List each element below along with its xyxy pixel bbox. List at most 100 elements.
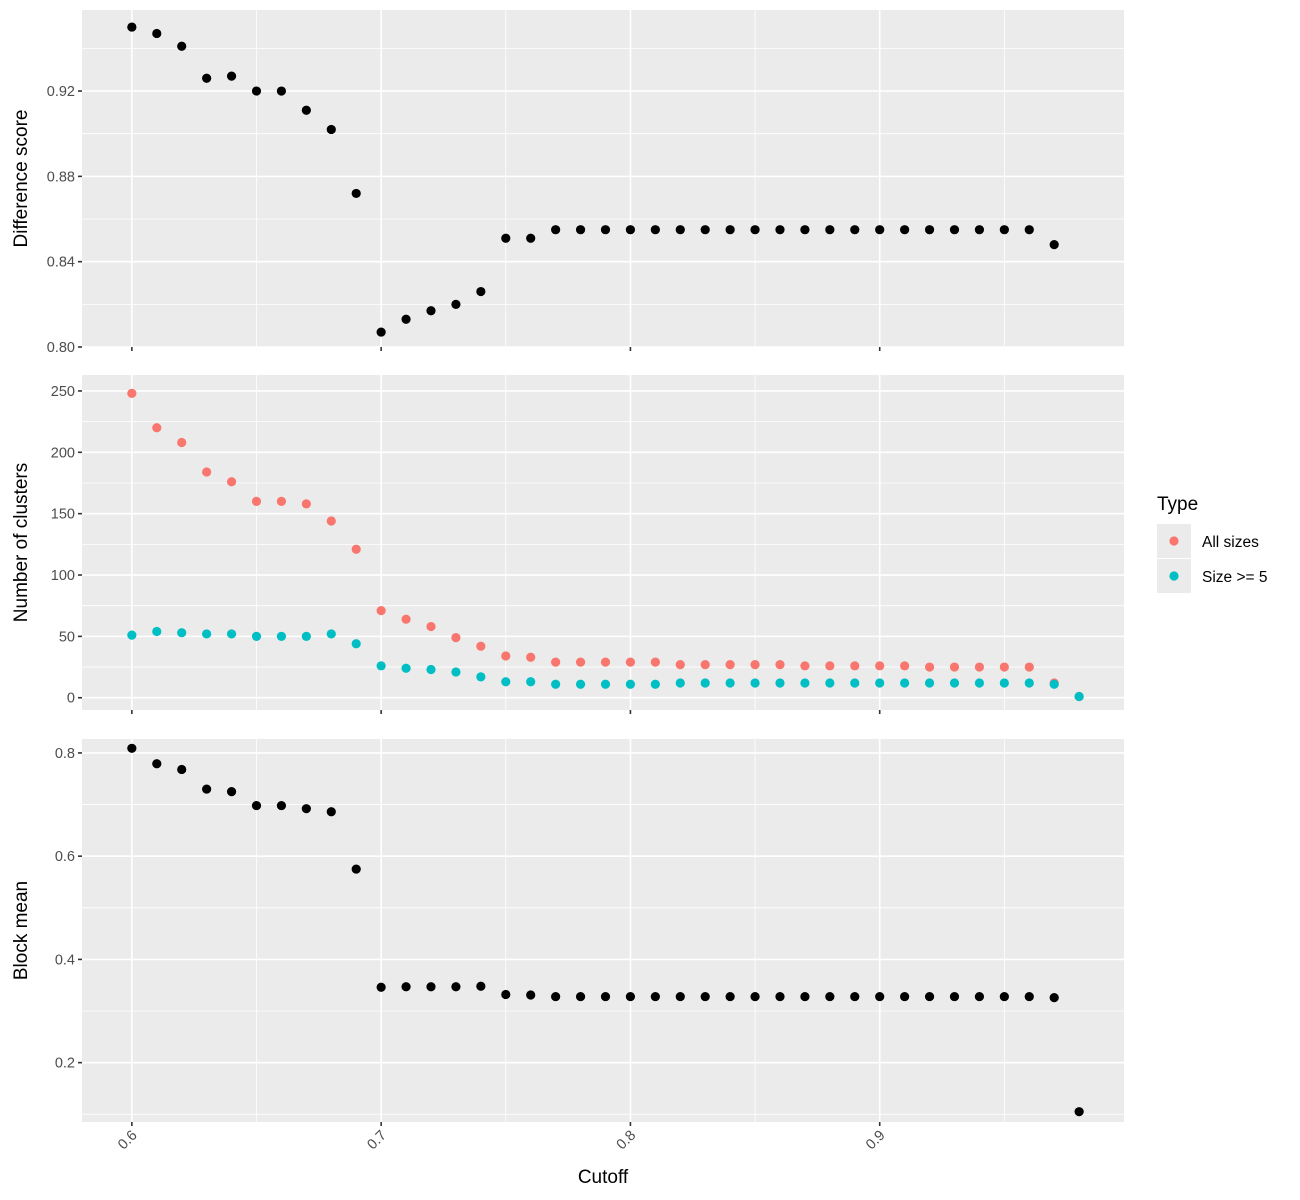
data-point bbox=[900, 661, 910, 671]
data-point bbox=[700, 659, 710, 670]
data-point bbox=[526, 990, 536, 1000]
data-point bbox=[127, 22, 137, 32]
data-point bbox=[650, 657, 660, 667]
data-point bbox=[202, 629, 212, 639]
data-point bbox=[376, 661, 386, 671]
data-point bbox=[725, 678, 735, 688]
data-point bbox=[775, 659, 785, 670]
data-point bbox=[650, 679, 660, 689]
data-point bbox=[600, 657, 611, 667]
data-point bbox=[301, 499, 311, 509]
data-point bbox=[401, 663, 411, 673]
data-point bbox=[226, 787, 237, 797]
data-point bbox=[850, 678, 860, 688]
data-point bbox=[999, 991, 1009, 1002]
legend-title: Type bbox=[1157, 494, 1198, 515]
data-point bbox=[551, 679, 561, 689]
data-point bbox=[326, 124, 336, 135]
data-point bbox=[1024, 991, 1034, 1002]
data-point bbox=[575, 991, 586, 1002]
data-point bbox=[1049, 993, 1059, 1003]
data-point bbox=[1024, 678, 1034, 688]
data-point bbox=[426, 621, 436, 632]
data-point bbox=[551, 991, 561, 1002]
chart-panels: 0.80 0.84 0.88 0.92 Difference score 0 50 100 15… bbox=[11, 10, 1124, 1153]
data-point bbox=[825, 991, 835, 1002]
data-point bbox=[351, 188, 361, 199]
x-tick-label: 0.8 bbox=[614, 1128, 640, 1154]
panel-block-mean: 0.2 0.4 0.6 0.8 0.6 0.7 0.8 0.9 Block mean bbox=[11, 739, 1124, 1153]
data-point bbox=[875, 991, 885, 1002]
data-point bbox=[800, 225, 810, 235]
data-point bbox=[999, 662, 1009, 672]
data-point bbox=[1049, 240, 1059, 250]
data-point bbox=[526, 677, 536, 687]
data-point bbox=[949, 991, 960, 1002]
data-point bbox=[351, 864, 361, 874]
data-point bbox=[152, 626, 162, 637]
data-point bbox=[700, 225, 710, 235]
y-tick-label: 200 bbox=[51, 445, 75, 461]
data-point bbox=[177, 628, 187, 638]
data-point bbox=[974, 991, 985, 1002]
data-point bbox=[177, 764, 187, 775]
data-point bbox=[202, 73, 212, 83]
x-tick-label: 0.7 bbox=[364, 1128, 390, 1154]
data-point bbox=[526, 652, 536, 662]
data-point bbox=[276, 631, 287, 641]
data-point bbox=[1049, 679, 1059, 689]
data-point bbox=[451, 299, 461, 309]
data-point bbox=[900, 678, 910, 688]
data-point bbox=[476, 672, 486, 682]
data-point bbox=[401, 982, 411, 992]
data-point bbox=[501, 233, 511, 243]
data-point bbox=[401, 314, 411, 324]
series-series bbox=[127, 22, 1059, 337]
data-point bbox=[351, 639, 361, 649]
data-point bbox=[202, 467, 212, 477]
data-point bbox=[825, 661, 835, 671]
data-point bbox=[551, 225, 561, 235]
y-axis-title-number-of-clusters: Number of clusters bbox=[11, 463, 32, 622]
data-point bbox=[326, 629, 336, 639]
data-point bbox=[875, 678, 885, 688]
data-point bbox=[900, 991, 910, 1002]
data-point bbox=[476, 286, 486, 297]
data-point bbox=[451, 667, 461, 677]
series-all-sizes bbox=[127, 388, 1084, 702]
y-tick-label: 0.80 bbox=[47, 340, 75, 356]
data-point bbox=[127, 388, 137, 399]
data-point bbox=[999, 225, 1009, 235]
y-tick-label: 0.92 bbox=[47, 84, 75, 100]
data-point bbox=[725, 225, 735, 235]
data-point bbox=[600, 225, 611, 235]
data-point bbox=[1024, 662, 1034, 672]
data-point bbox=[625, 991, 636, 1002]
data-point bbox=[650, 225, 660, 235]
data-point bbox=[251, 631, 262, 641]
data-point bbox=[301, 804, 311, 814]
data-point bbox=[127, 630, 137, 640]
data-point bbox=[575, 225, 586, 235]
legend-marker-size-ge-5 bbox=[1169, 571, 1179, 581]
y-tick-label: 0.4 bbox=[55, 952, 75, 968]
data-point bbox=[376, 982, 386, 992]
data-point bbox=[376, 327, 386, 337]
data-point bbox=[949, 662, 960, 672]
data-point bbox=[177, 437, 187, 448]
data-point bbox=[476, 641, 486, 651]
data-point bbox=[725, 659, 735, 670]
data-point bbox=[202, 784, 212, 794]
data-point bbox=[700, 678, 710, 688]
data-point bbox=[650, 991, 660, 1002]
data-point bbox=[276, 86, 287, 96]
data-point bbox=[875, 661, 885, 671]
data-point bbox=[750, 991, 760, 1002]
x-tick-label: 0.9 bbox=[863, 1128, 889, 1154]
data-point bbox=[924, 678, 935, 688]
data-point bbox=[1074, 1107, 1084, 1117]
data-point bbox=[750, 678, 760, 688]
data-point bbox=[625, 225, 636, 235]
data-point bbox=[974, 225, 985, 235]
data-point bbox=[152, 28, 162, 39]
